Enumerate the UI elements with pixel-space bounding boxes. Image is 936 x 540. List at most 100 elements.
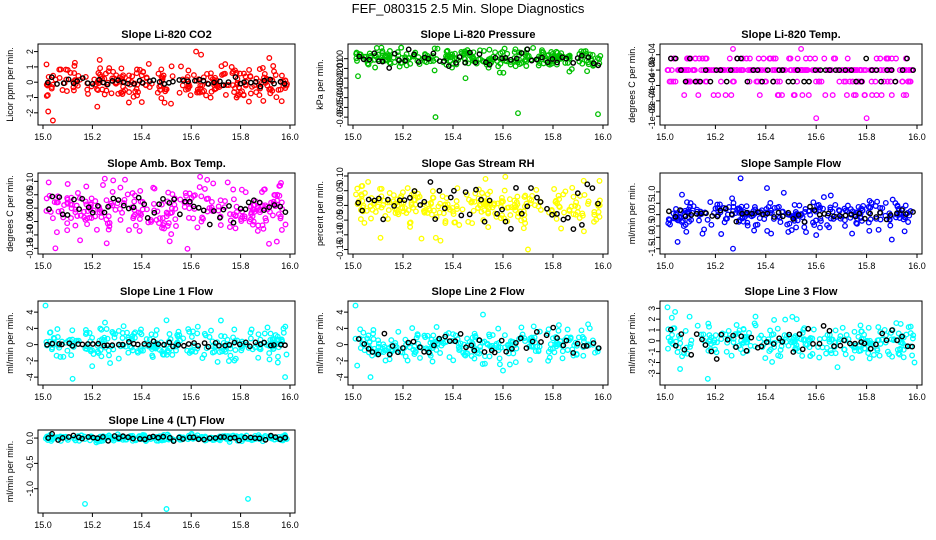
data-point <box>124 191 131 198</box>
data-point <box>682 78 689 85</box>
data-point <box>418 235 425 242</box>
data-point <box>141 201 148 208</box>
data-point <box>858 78 865 85</box>
data-point <box>205 343 212 350</box>
data-point <box>71 59 78 66</box>
data-point <box>118 65 125 72</box>
data-point <box>224 179 231 186</box>
data-point <box>105 203 112 210</box>
data-point <box>877 55 884 62</box>
data-point <box>578 52 585 59</box>
data-point <box>756 92 763 99</box>
data-points <box>352 302 602 381</box>
data-point <box>184 347 191 354</box>
data-point <box>210 208 217 214</box>
data-point <box>478 208 485 215</box>
x-tick-label: 15.0 <box>344 132 362 142</box>
data-point <box>512 207 519 214</box>
data-point <box>266 350 273 357</box>
data-point <box>900 92 907 99</box>
data-point <box>236 437 243 444</box>
data-point <box>683 67 690 74</box>
data-point <box>260 97 267 104</box>
data-point <box>45 108 52 115</box>
data-point <box>411 188 418 194</box>
data-point <box>391 50 398 57</box>
y-tick-label: -1.0 <box>25 481 35 497</box>
data-point <box>665 345 671 352</box>
data-point <box>125 434 132 441</box>
data-point <box>704 216 711 223</box>
data-point <box>521 203 528 210</box>
data-point <box>890 337 897 344</box>
data-point <box>98 214 105 221</box>
data-point <box>172 216 179 223</box>
data-point <box>585 321 592 328</box>
data-point <box>468 353 475 359</box>
data-point <box>190 203 197 210</box>
data-point <box>242 339 249 346</box>
data-point <box>237 205 244 212</box>
x-tick-label: 15.2 <box>84 520 102 530</box>
data-point <box>838 67 845 74</box>
y-tick-label: -0.15 <box>335 239 345 260</box>
data-point <box>879 330 886 337</box>
x-tick-label: 15.2 <box>84 132 102 142</box>
data-point <box>834 364 841 371</box>
data-point <box>702 342 709 348</box>
data-point <box>126 227 132 234</box>
data-point <box>899 67 906 74</box>
data-point <box>257 83 264 90</box>
data-point <box>747 67 754 74</box>
y-tick-label: 2 <box>25 326 35 331</box>
data-point <box>180 436 186 442</box>
y-tick-label: 0 <box>647 338 657 343</box>
data-point <box>507 225 514 232</box>
data-point <box>430 194 437 201</box>
data-point <box>215 203 222 210</box>
data-point <box>888 67 895 74</box>
data-point <box>502 55 509 61</box>
plot-title: Slope Line 4 (LT) Flow <box>109 415 225 427</box>
data-point <box>809 351 816 357</box>
plot-frame <box>37 172 296 255</box>
data-point <box>134 341 141 348</box>
data-point <box>151 207 158 214</box>
data-point <box>849 230 856 237</box>
data-point <box>696 55 703 62</box>
data-point <box>853 78 859 85</box>
data-point <box>222 91 229 98</box>
data-point <box>779 213 786 220</box>
data-point <box>875 324 882 331</box>
data-point <box>125 80 131 87</box>
data-point <box>515 110 521 117</box>
data-point <box>56 194 63 201</box>
data-point <box>64 227 71 234</box>
data-point <box>161 225 168 232</box>
data-point <box>702 67 709 74</box>
data-point <box>53 352 60 359</box>
data-point <box>199 355 206 362</box>
data-point <box>361 190 368 196</box>
data-point <box>109 188 116 195</box>
x-tick-label: 15.0 <box>344 392 362 402</box>
y-tick-label: -0.05 <box>335 97 345 118</box>
y-tick-label: -0.05 <box>25 211 35 232</box>
data-point <box>514 193 521 200</box>
data-point <box>850 67 857 74</box>
data-point <box>277 203 284 210</box>
y-tick-label: -1e-03 <box>647 103 657 129</box>
data-point <box>372 64 379 71</box>
data-point <box>241 213 248 220</box>
data-point <box>535 62 542 69</box>
data-point <box>705 320 712 327</box>
data-point <box>143 75 150 82</box>
data-point <box>115 355 122 362</box>
data-point <box>231 339 238 346</box>
data-point <box>672 342 679 349</box>
data-point <box>365 332 372 339</box>
data-point <box>384 196 391 203</box>
data-point <box>136 228 143 234</box>
data-point <box>110 177 117 184</box>
data-point <box>711 67 717 74</box>
